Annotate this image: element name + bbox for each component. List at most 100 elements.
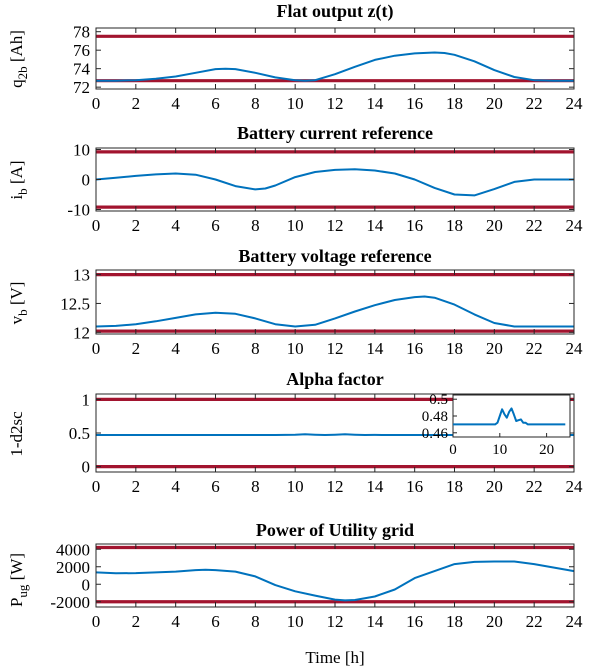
panel-1-xtick-label: 18: [446, 94, 463, 113]
panel-3-xtick-label: 24: [566, 339, 584, 358]
panel-5-series-line-1: [95, 560, 575, 602]
panel-2-xtick-label: 4: [171, 216, 180, 235]
panel-4-ytick-label: 0: [82, 458, 91, 477]
panel-1-xtick-label: 16: [406, 94, 423, 113]
panel-5-xtick-label: 4: [171, 612, 180, 631]
panel-5-ytick-label: 2000: [56, 558, 90, 577]
panel-3-ytick-label: 12.5: [60, 294, 90, 313]
panel-3-xtick-label: 0: [92, 339, 101, 358]
panel-4-xtick-label: 14: [366, 477, 384, 496]
panel-4-xtick-label: 12: [327, 477, 344, 496]
panel-2-ytick-label: 10: [73, 141, 90, 160]
panel-2-xtick-label: 22: [526, 216, 543, 235]
panel-5-ylabel: Pug [W]: [7, 553, 30, 607]
panel-1-series: [96, 51, 574, 82]
panel-1-series-line-1: [96, 51, 574, 82]
panel-1-ytick-label: 74: [73, 60, 91, 79]
panel-5-xtick-label: 24: [566, 612, 584, 631]
panel-1-xtick-label: 22: [526, 94, 543, 113]
panel-4-ytick-label: 0.5: [69, 424, 90, 443]
panel-5-ytick-label: 4000: [56, 540, 90, 559]
inset-ytick-label: 0.5: [429, 392, 448, 408]
panel-5-xtick-label: 20: [486, 612, 503, 631]
panel-1-ylabel: q2b [Ah]: [7, 30, 30, 88]
panel-5-xtick-label: 0: [92, 612, 101, 631]
panel-2-series: [95, 168, 574, 197]
panel-4-ytick-label: 1: [82, 390, 91, 409]
panel-3-xtick-label: 10: [287, 339, 304, 358]
panel-3-xtick-label: 12: [327, 339, 344, 358]
panel-2-series-line-1: [95, 168, 574, 197]
panel-4-xtick-label: 22: [526, 477, 543, 496]
panel-4-ylabel: 1-d2sc: [7, 411, 26, 457]
panel-2-title: Battery current reference: [237, 123, 433, 143]
panel-1-xtick-label: 2: [132, 94, 141, 113]
panel-2-bounds: [96, 150, 574, 209]
panel-5-xtick-label: 12: [327, 612, 344, 631]
panel-2-xtick-label: 2: [132, 216, 141, 235]
panel-2-xtick-label: 12: [327, 216, 344, 235]
panel-4-xtick-label: 0: [92, 477, 101, 496]
panel-utility-grid: Power of Utility grid 0 2 4 6 8 10 12 14 16 18 20 2…: [7, 520, 583, 631]
inset-xtick-label: 10: [492, 442, 507, 458]
panel-3-xtick-label: 22: [526, 339, 543, 358]
panel-4-series-line-1: [96, 433, 574, 436]
panel-3-ytick-label: 12: [73, 323, 90, 342]
panel-2-ytick-label: 0: [82, 171, 91, 190]
panel-1-ytick-label: 78: [73, 23, 90, 42]
panel-5-xtick-label: 16: [406, 612, 423, 631]
panel-2-xtick-label: 8: [251, 216, 260, 235]
inset-xtick-label: 20: [539, 442, 554, 458]
inset-ytick-label: 0.48: [422, 409, 448, 425]
panel-2-xtick-label: 10: [287, 216, 304, 235]
panel-battery-current: Battery current reference 0 2 4 6 8 10 12 14 16 1…: [7, 123, 583, 235]
panel-3-xtick-label: 14: [366, 339, 384, 358]
panel-4-xtick-label: 10: [287, 477, 304, 496]
inset-xtick-label: 0: [449, 442, 457, 458]
panel-4-xtick-label: 8: [251, 477, 260, 496]
panel-5-axes-box: [95, 543, 575, 608]
panel-1-bounds: [96, 34, 574, 83]
inset-series-line: [453, 407, 566, 426]
panel-5-xtick-label: 10: [287, 612, 304, 631]
panel-4-xtick-label: 2: [132, 477, 141, 496]
panel-1-xtick-label: 12: [327, 94, 344, 113]
panel-4-series: [96, 433, 574, 436]
panel-4-xtick-label: 24: [566, 477, 584, 496]
panel-3-xtick-label: 2: [132, 339, 141, 358]
panel-3-ylabel: vb [V]: [7, 282, 30, 325]
panel-4-xtick-label: 6: [211, 477, 220, 496]
panel-3-series-line-1: [95, 295, 574, 328]
panel-4-title: Alpha factor: [286, 369, 384, 389]
panel-2-xtick-label: 6: [211, 216, 220, 235]
panel-5-xtick-label: 6: [211, 612, 220, 631]
panel-4-xtick-label: 4: [171, 477, 180, 496]
panel-3-xtick-label: 6: [211, 339, 220, 358]
panel-3-bounds: [96, 273, 574, 333]
panel-1-title: Flat output z(t): [277, 1, 394, 22]
panel-5-xtick-label: 2: [132, 612, 141, 631]
panel-5-ytick-label: 0: [82, 575, 91, 594]
panel-5-bounds: [96, 545, 574, 604]
panel-4-xtick-label: 20: [486, 477, 503, 496]
panel-flat-output: Flat output z(t) 0 2 4 6 8 10 12 14 16 18 20 22 2472…: [7, 1, 583, 113]
panel-4-inset: 0.460.480.5 0 10 20: [422, 392, 571, 458]
x-axis-label: Time [h]: [305, 648, 364, 667]
panel-2-ytick-label: -10: [67, 201, 90, 220]
panel-2-xtick-label: 16: [406, 216, 423, 235]
panel-2-xtick-label: 24: [566, 216, 584, 235]
panel-3-xtick-label: 4: [171, 339, 180, 358]
panel-2-xtick-label: 14: [366, 216, 384, 235]
panel-5-xtick-label: 14: [366, 612, 384, 631]
panel-1-xtick-label: 10: [287, 94, 304, 113]
panel-1-xtick-label: 24: [566, 94, 584, 113]
panel-4-xtick-label: 18: [446, 477, 463, 496]
panel-5-xtick-label: 8: [251, 612, 260, 631]
panel-1-xtick-label: 6: [211, 94, 220, 113]
panel-3-xtick-label: 16: [406, 339, 423, 358]
